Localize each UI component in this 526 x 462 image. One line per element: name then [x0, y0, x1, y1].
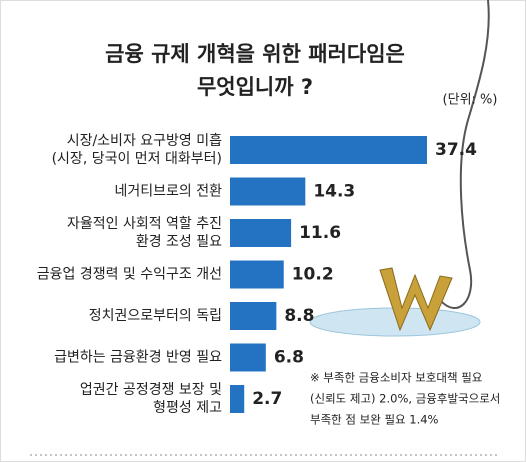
- note: ※ 부족한 금융소비자 보호대책 필요: [310, 371, 482, 385]
- value-label: 37.4: [435, 140, 477, 160]
- chart-title: 무엇입니까 ?: [197, 75, 313, 99]
- value-label: 8.8: [284, 306, 314, 326]
- unit-label: (단위: %): [443, 93, 498, 108]
- category-label: 정치권으로부터의 독립: [89, 308, 222, 324]
- note: (신뢰도 제고) 2.0%, 금융후발국으로서: [310, 392, 500, 406]
- category-label: 업권간 공정경쟁 보장 및: [80, 382, 222, 398]
- bar: [230, 302, 277, 330]
- fishing-hook: [439, 0, 490, 310]
- bar: [230, 385, 245, 413]
- category-label: 네거티브로의 전환: [115, 184, 223, 200]
- value-label: 2.7: [252, 389, 282, 409]
- bar: [230, 136, 427, 164]
- won-symbol: [379, 267, 453, 332]
- category-label: 급변하는 금융환경 반영 필요: [54, 350, 222, 366]
- bar: [230, 343, 266, 372]
- note: 부족한 점 보완 필요 1.4%: [310, 413, 439, 427]
- category-label: 형평성 제고: [153, 400, 222, 416]
- bar: [230, 177, 306, 206]
- value-label: 10.2: [292, 265, 334, 285]
- value-label: 14.3: [313, 182, 355, 202]
- chart-title: 금융 규제 개혁을 위한 패러다임은: [105, 42, 405, 66]
- decoration: [309, 0, 490, 337]
- value-label: 11.6: [299, 223, 341, 243]
- bar: [230, 260, 284, 289]
- category-label: 자율적인 사회적 역할 추진: [67, 216, 222, 232]
- category-label: (시장, 당국이 먼저 대화부터): [52, 151, 222, 167]
- bar: [230, 219, 292, 247]
- category-label: 금융업 경쟁력 및 수익구조 개선: [37, 267, 222, 283]
- category-label: 환경 조성 필요: [136, 234, 222, 250]
- value-label: 6.8: [274, 348, 304, 368]
- category-label: 시장/소비자 요구방영 미흡: [67, 133, 222, 149]
